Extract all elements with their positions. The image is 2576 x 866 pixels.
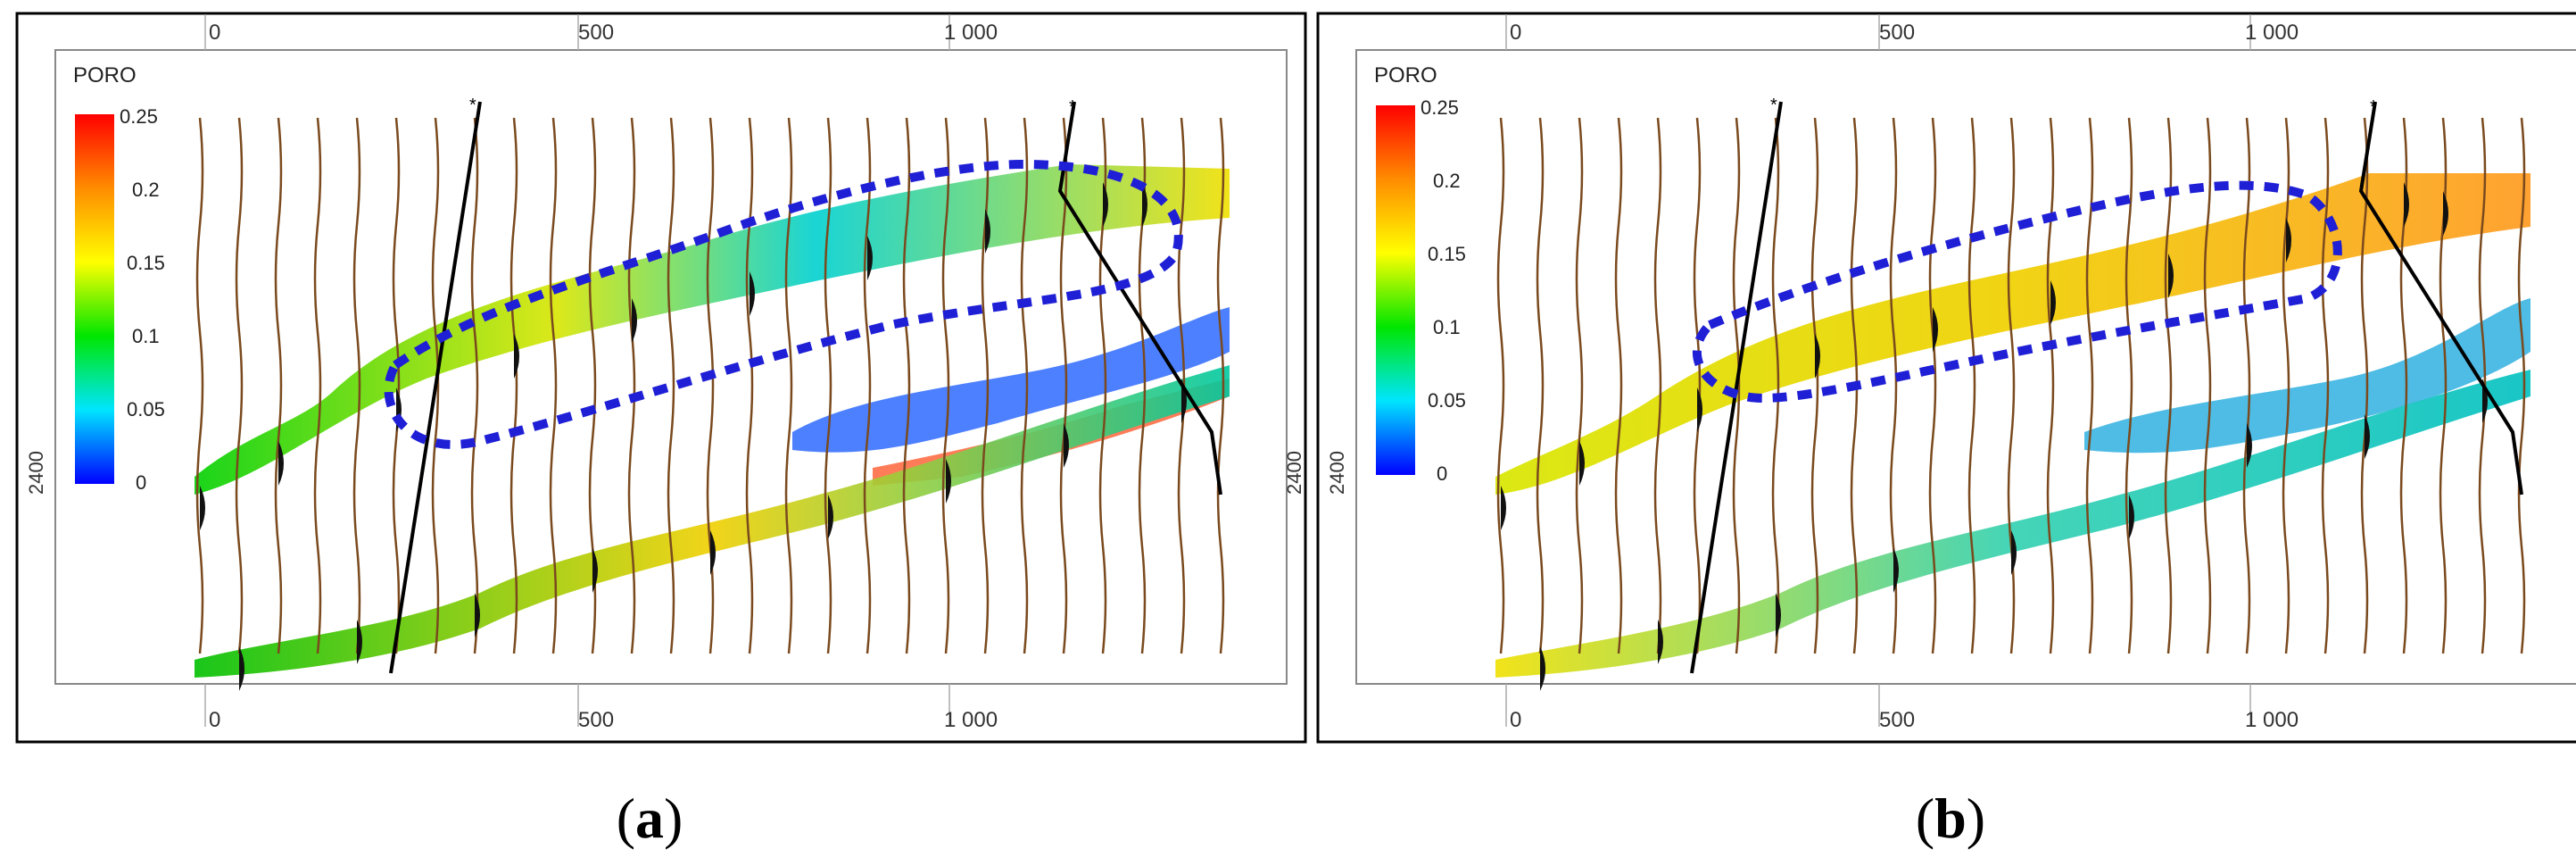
fault-line-left bbox=[1690, 101, 1783, 674]
highlight-region bbox=[1692, 180, 2342, 403]
x-tick-label: 500 bbox=[578, 708, 614, 732]
colorbar-tick: 0.1 bbox=[132, 325, 160, 347]
x-tick-label: 1 000 bbox=[944, 708, 998, 732]
colorbar-tick: 0.2 bbox=[132, 179, 160, 201]
colorbar-tick: 0.25 bbox=[120, 105, 158, 128]
colorbar-title: PORO bbox=[73, 63, 137, 87]
caption-a: (a) bbox=[560, 786, 739, 852]
x-tick-label: 0 bbox=[1510, 708, 1521, 732]
well-marker-left: * bbox=[1770, 96, 1777, 115]
colorbar-tick: 0.05 bbox=[1428, 389, 1466, 412]
caption-open: ( bbox=[616, 787, 635, 850]
panel-a: 0 500 1 000 0 500 1 000 2400 2400 PORO 0… bbox=[15, 12, 1307, 744]
panel-b-figure: 0 500 1 000 0 500 1 000 2400 2400 PORO 0… bbox=[1316, 12, 2576, 744]
lower-porosity-layer bbox=[195, 365, 1230, 678]
colorbar-tick: 0.2 bbox=[1433, 170, 1461, 192]
colorbar-tick: 0 bbox=[136, 471, 146, 494]
colorbar-tick: 0.15 bbox=[127, 252, 165, 274]
panel-b: 0 500 1 000 0 500 1 000 2400 2400 PORO 0… bbox=[1316, 12, 2576, 744]
x-tick-label: 0 bbox=[209, 21, 220, 45]
colorbar-tick: 0.25 bbox=[1421, 96, 1459, 119]
colorbar-tick: 0 bbox=[1437, 462, 1447, 485]
upper-porosity-layer bbox=[1495, 173, 2530, 495]
x-tick-label: 1 000 bbox=[2245, 708, 2299, 732]
x-tick-label: 1 000 bbox=[2245, 21, 2299, 45]
x-tick-label: 0 bbox=[209, 708, 220, 732]
trace-wiggle-fills bbox=[200, 182, 1187, 691]
colorbar-title: PORO bbox=[1374, 63, 1437, 87]
x-tick-label: 500 bbox=[1879, 708, 1915, 732]
x-tick-label: 0 bbox=[1510, 21, 1521, 45]
blue-porosity-layer bbox=[792, 307, 1230, 453]
plot-box bbox=[1355, 49, 2576, 685]
y-tick-label: 2400 bbox=[25, 451, 47, 495]
trace-wiggle-fills bbox=[1501, 182, 2488, 691]
upper-porosity-layer bbox=[195, 164, 1230, 495]
x-tick-label: 1 000 bbox=[944, 21, 998, 45]
colorbar-gradient bbox=[75, 114, 114, 484]
well-marker-right: * bbox=[2370, 97, 2377, 117]
fault-line-left bbox=[389, 101, 482, 674]
caption-letter: a bbox=[635, 787, 664, 850]
colorbar-tick: 0.05 bbox=[127, 398, 165, 421]
y-tick-label: 2400 bbox=[1283, 451, 1305, 495]
caption-b: (b) bbox=[1861, 786, 2040, 852]
caption-close: ) bbox=[1966, 787, 1986, 850]
caption-close: ) bbox=[664, 787, 683, 850]
caption-letter: b bbox=[1934, 787, 1967, 850]
x-tick-label: 500 bbox=[1879, 21, 1915, 45]
colorbar-tick: 0.15 bbox=[1428, 243, 1466, 265]
fault-line-right bbox=[1057, 101, 1222, 495]
well-marker-left: * bbox=[469, 96, 476, 115]
lower-porosity-layer bbox=[1495, 370, 2530, 678]
well-marker-right: * bbox=[1069, 97, 1076, 117]
colorbar-tick: 0.1 bbox=[1433, 316, 1461, 338]
colorbar-gradient bbox=[1376, 105, 1415, 475]
caption-open: ( bbox=[1915, 787, 1935, 850]
fault-line-right bbox=[2358, 101, 2523, 495]
y-tick-label: 2400 bbox=[1326, 451, 1348, 495]
panel-a-figure: 0 500 1 000 0 500 1 000 2400 2400 PORO 0… bbox=[15, 12, 1307, 744]
seismic-traces bbox=[195, 117, 1225, 654]
seismic-traces bbox=[1496, 117, 2526, 654]
blue-porosity-layer bbox=[2084, 298, 2530, 454]
x-tick-label: 500 bbox=[578, 21, 614, 45]
